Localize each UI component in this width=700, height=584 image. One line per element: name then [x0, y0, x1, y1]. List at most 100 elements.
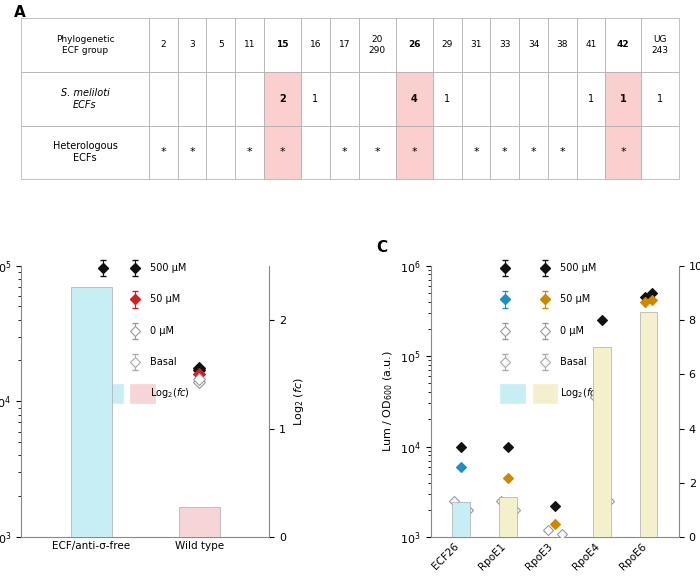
Text: 41: 41	[585, 40, 597, 50]
Text: UG
243: UG 243	[651, 35, 668, 55]
Text: 34: 34	[528, 40, 539, 50]
Text: Basal: Basal	[560, 357, 587, 367]
Text: 38: 38	[556, 40, 568, 50]
Bar	[264, 18, 301, 72]
Text: 31: 31	[470, 40, 482, 50]
Text: S. meliloti
ECFs: S. meliloti ECFs	[60, 88, 109, 110]
Bar	[149, 72, 178, 126]
Text: 1: 1	[588, 94, 594, 104]
Text: 1: 1	[312, 94, 318, 104]
Bar	[358, 126, 396, 179]
Bar	[593, 347, 610, 537]
Text: 1: 1	[444, 94, 450, 104]
Bar	[577, 72, 606, 126]
Text: *: *	[160, 147, 166, 157]
Text: 50 μM: 50 μM	[560, 294, 590, 304]
Bar	[178, 126, 206, 179]
Bar	[577, 126, 606, 179]
Bar	[21, 72, 149, 126]
Text: *: *	[473, 147, 479, 157]
Bar	[519, 18, 548, 72]
Bar	[301, 72, 330, 126]
Bar	[235, 18, 264, 72]
Text: 16: 16	[309, 40, 321, 50]
Text: 1: 1	[620, 94, 626, 104]
Bar	[71, 287, 112, 537]
Text: *: *	[502, 147, 508, 157]
Bar	[519, 126, 548, 179]
Bar	[330, 18, 358, 72]
Bar	[206, 72, 235, 126]
Bar	[640, 312, 657, 537]
Bar	[206, 18, 235, 72]
Bar	[500, 384, 525, 403]
Bar	[433, 72, 461, 126]
Bar	[395, 72, 433, 126]
Bar	[640, 72, 679, 126]
Bar	[548, 72, 577, 126]
Bar	[235, 126, 264, 179]
Bar	[640, 18, 679, 72]
Text: *: *	[280, 147, 286, 157]
Bar	[491, 18, 519, 72]
Bar	[577, 18, 606, 72]
Bar	[178, 18, 206, 72]
Text: Phylogenetic
ECF group: Phylogenetic ECF group	[55, 35, 114, 55]
Text: 3: 3	[189, 40, 195, 50]
Bar	[149, 18, 178, 72]
Bar	[264, 126, 301, 179]
Bar	[433, 18, 461, 72]
Bar	[461, 126, 491, 179]
Text: Basal: Basal	[150, 357, 176, 367]
Text: 2: 2	[160, 40, 166, 50]
Bar	[519, 72, 548, 126]
Text: Heterologous
ECFs: Heterologous ECFs	[52, 141, 118, 163]
Text: 0 μM: 0 μM	[560, 326, 584, 336]
Text: 42: 42	[617, 40, 629, 50]
Text: *: *	[189, 147, 195, 157]
Text: 500 μM: 500 μM	[150, 263, 186, 273]
Bar	[301, 18, 330, 72]
Text: *: *	[247, 147, 253, 157]
Bar	[395, 18, 433, 72]
Bar	[330, 72, 358, 126]
Text: 33: 33	[499, 40, 510, 50]
Bar	[452, 502, 470, 537]
Bar	[640, 126, 679, 179]
Text: *: *	[620, 147, 626, 157]
Text: 2: 2	[279, 94, 286, 104]
Y-axis label: Log$_2$ ($fc$): Log$_2$ ($fc$)	[292, 377, 306, 426]
Bar	[461, 72, 491, 126]
Bar	[606, 126, 640, 179]
Bar	[264, 72, 301, 126]
Bar	[235, 72, 264, 126]
Text: *: *	[559, 147, 565, 157]
Bar	[491, 72, 519, 126]
Bar	[330, 126, 358, 179]
Text: A: A	[15, 5, 26, 20]
Bar	[499, 496, 517, 537]
Text: 17: 17	[339, 40, 350, 50]
Y-axis label: Lum / OD$_{600}$ (a.u.): Lum / OD$_{600}$ (a.u.)	[381, 350, 395, 452]
Text: Log$_2$($fc$): Log$_2$($fc$)	[560, 386, 600, 400]
Text: 4: 4	[411, 94, 418, 104]
Text: *: *	[412, 147, 417, 157]
Bar	[606, 18, 640, 72]
Bar	[206, 126, 235, 179]
Bar	[149, 126, 178, 179]
Text: 11: 11	[244, 40, 256, 50]
Text: 20
290: 20 290	[369, 35, 386, 55]
Bar	[533, 384, 557, 403]
Text: *: *	[531, 147, 536, 157]
Bar	[433, 126, 461, 179]
Bar	[178, 72, 206, 126]
Text: 5: 5	[218, 40, 224, 50]
Bar	[491, 126, 519, 179]
Bar	[178, 507, 220, 537]
Bar	[548, 126, 577, 179]
Bar	[548, 18, 577, 72]
Bar	[358, 72, 396, 126]
Bar	[358, 18, 396, 72]
Bar	[21, 126, 149, 179]
Bar	[301, 126, 330, 179]
